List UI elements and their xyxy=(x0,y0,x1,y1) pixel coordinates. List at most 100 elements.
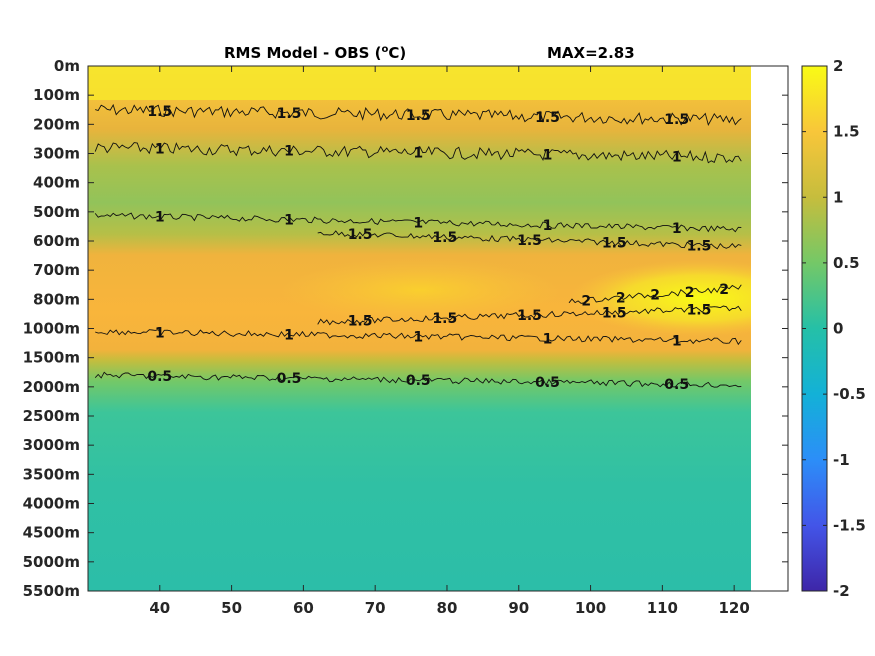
contour-label: 1 xyxy=(543,331,553,347)
colorbar-tick-label: 2 xyxy=(833,57,843,75)
colorbar-tick-label: -1.5 xyxy=(833,516,866,534)
contour-label: 1 xyxy=(284,327,294,343)
y-tick-label: 600m xyxy=(33,232,80,250)
contour-line xyxy=(94,142,742,164)
x-tick-label: 80 xyxy=(437,599,458,617)
contour-label: 2 xyxy=(685,285,695,301)
y-tick-label: 500m xyxy=(33,203,80,221)
contour-label: 2 xyxy=(650,288,660,304)
contour-label: 1 xyxy=(155,142,165,158)
y-tick-label: 800m xyxy=(33,290,80,308)
contour-line xyxy=(95,329,742,346)
y-tick-label: 4000m xyxy=(23,495,80,513)
contour-line xyxy=(568,284,742,304)
chart-title-sup: o xyxy=(382,44,389,55)
y-tick-label: 1000m xyxy=(23,320,80,338)
x-tick-label: 110 xyxy=(647,599,678,617)
heatmap-hotspot-east xyxy=(570,260,751,336)
contour-lines xyxy=(94,103,742,388)
contour-label: 1.5 xyxy=(664,112,689,128)
contour-label: 0.5 xyxy=(664,377,689,393)
contour-labels: 1.5 1.5 1.5 1.5 1.51 1 1 1 11 1 1 1 11.5 1.5 1.5 1.5 1.5… xyxy=(147,104,729,393)
contour-label: 1 xyxy=(413,215,423,231)
plot-area: 1.5 1.5 1.5 1.5 1.51 1 1 1 11 1 1 1 11.5 1.5 1.5 1.5 1.5… xyxy=(87,65,789,592)
colorbar-tick-label: -2 xyxy=(833,582,850,600)
y-tick-label: 5000m xyxy=(23,553,80,571)
y-tick-label: 3500m xyxy=(23,465,80,483)
contour-label: 1.5 xyxy=(517,233,542,249)
contour-line xyxy=(317,305,742,326)
colorbar-ticks: 2 1.5 1 0.5 0 -0.5 -1 -1.5 -2 xyxy=(802,57,866,600)
y-tick-label: 4500m xyxy=(23,524,80,542)
contour-label: 1 xyxy=(543,148,553,164)
colorbar-tick-label: 0 xyxy=(833,320,843,338)
contour-line xyxy=(95,103,742,126)
x-tick-label: 70 xyxy=(365,599,386,617)
contour-label: 1.5 xyxy=(432,230,457,246)
chart-title-suffix: C) xyxy=(388,44,406,62)
x-tick-label: 50 xyxy=(221,599,242,617)
contour-label: 1.5 xyxy=(517,308,542,324)
contour-label: 1.5 xyxy=(602,236,627,252)
chart-title-prefix: RMS Model - OBS ( xyxy=(224,44,382,62)
contour-label: 1.5 xyxy=(348,227,373,243)
y-tick-label: 2000m xyxy=(23,378,80,396)
contour-label: 1.5 xyxy=(687,302,712,318)
contour-label: 0.5 xyxy=(406,373,431,389)
contour-line xyxy=(94,371,742,388)
contour-label: 1.5 xyxy=(277,106,302,122)
x-tick-label: 90 xyxy=(508,599,529,617)
colorbar-tick-label: 1.5 xyxy=(833,123,860,141)
contour-label: 0.5 xyxy=(535,375,560,391)
contour-label: 1 xyxy=(672,333,682,349)
contour-label: 1 xyxy=(672,221,682,237)
contour-label: 2 xyxy=(719,282,729,298)
colorbar-tick-label: 1 xyxy=(833,188,843,206)
colorbar-tick-label: -1 xyxy=(833,451,850,469)
contour-label: 1.5 xyxy=(348,314,373,330)
y-tick-label: 2500m xyxy=(23,407,80,425)
x-tick-label: 100 xyxy=(575,599,606,617)
contour-label: 1.5 xyxy=(687,238,712,254)
x-tick-label: 60 xyxy=(293,599,314,617)
contour-label: 1.5 xyxy=(432,311,457,327)
y-tick-label: 100m xyxy=(33,86,80,104)
heatmap-hotspot-center xyxy=(280,258,560,322)
colorbar-tick-label: 0.5 xyxy=(833,254,860,272)
y-tick-label: 400m xyxy=(33,174,80,192)
contour-label: 1.5 xyxy=(147,104,172,120)
y-tick-label: 3000m xyxy=(23,436,80,454)
contour-label: 2 xyxy=(616,290,626,306)
colorbar: 2 1.5 1 0.5 0 -0.5 -1 -1.5 -2 xyxy=(801,57,866,600)
contour-line xyxy=(94,212,742,233)
heatmap-surface-band xyxy=(88,66,751,100)
contour-label: 0.5 xyxy=(147,369,172,385)
contour-line xyxy=(317,230,742,250)
contour-label: 1 xyxy=(543,218,553,234)
contour-label: 1 xyxy=(284,213,294,229)
y-tick-label: 200m xyxy=(33,115,80,133)
contour-label: 2 xyxy=(581,293,591,309)
y-tick-label: 1500m xyxy=(23,349,80,367)
x-tick-label: 120 xyxy=(718,599,749,617)
contour-label: 1 xyxy=(155,325,165,341)
contour-label: 1.5 xyxy=(535,110,560,126)
contour-label: 1 xyxy=(672,150,682,166)
contour-label: 1 xyxy=(413,329,423,345)
y-axis: 0m 100m 200m 300m 400m 500m 600m 700m 800m 1000m 1… xyxy=(23,57,788,600)
colorbar-tick-label: -0.5 xyxy=(833,385,866,403)
contour-label: 1 xyxy=(284,144,294,160)
contour-label: 1.5 xyxy=(602,305,627,321)
contour-label: 1.5 xyxy=(406,108,431,124)
contour-label: 1 xyxy=(155,210,165,226)
y-tick-label: 300m xyxy=(33,145,80,163)
contour-label: 0.5 xyxy=(277,371,302,387)
y-tick-label: 0m xyxy=(54,57,80,75)
y-tick-label: 5500m xyxy=(23,582,80,600)
x-tick-label: 40 xyxy=(149,599,170,617)
contour-label: 1 xyxy=(413,146,423,162)
max-label: MAX=2.83 xyxy=(547,44,635,62)
chart-title: RMS Model - OBS (oC) xyxy=(224,44,406,62)
y-tick-label: 700m xyxy=(33,261,80,279)
